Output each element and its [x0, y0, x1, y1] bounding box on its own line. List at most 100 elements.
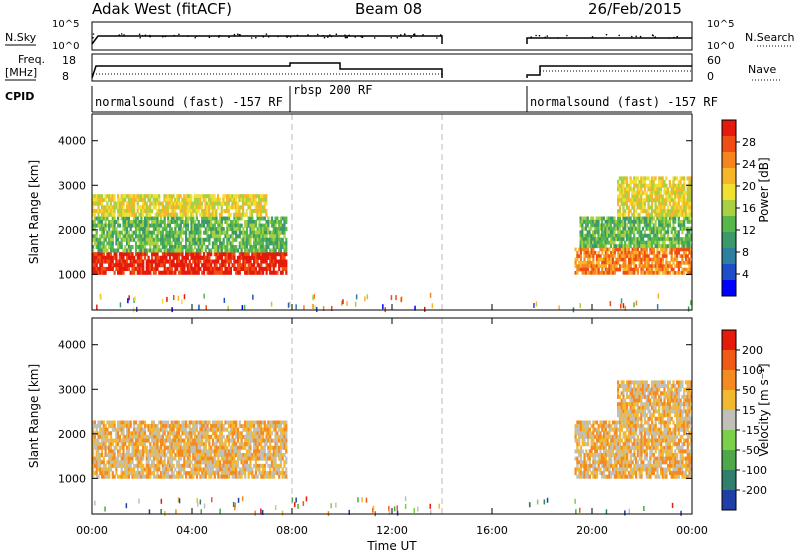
heatmap-cell [228, 234, 231, 239]
heatmap-cell [122, 205, 125, 210]
heatmap-cell [152, 474, 155, 479]
heatmap-cell [152, 259, 155, 264]
heatmap-cell [117, 460, 120, 465]
heatmap-cell [222, 216, 225, 221]
heatmap-cell [238, 456, 241, 461]
heatmap-cell [202, 442, 206, 447]
heatmap-cell [677, 261, 680, 265]
heatmap-cell [681, 209, 684, 214]
heatmap-cell [122, 434, 125, 439]
heatmap-cell [108, 194, 111, 199]
heatmap-cell [679, 212, 682, 217]
heatmap-cell [140, 245, 143, 249]
heatmap-cell [158, 270, 161, 275]
heatmap-cell [99, 209, 102, 214]
cpid-segment-2: rbsp 200 RF [293, 83, 372, 97]
heatmap-cell [163, 259, 166, 264]
heatmap-cell [295, 497, 297, 503]
heatmap-cell [190, 420, 193, 425]
heatmap-cell [629, 254, 632, 258]
heatmap-cell [165, 471, 168, 476]
heatmap-cell [688, 190, 691, 195]
heatmap-cell [279, 420, 282, 425]
heatmap-cell [160, 241, 163, 246]
heatmap-cell [263, 223, 266, 228]
heatmap-cell [161, 270, 164, 275]
heatmap-cell [211, 427, 215, 432]
heatmap-cell [168, 248, 172, 253]
heatmap-cell [109, 205, 113, 210]
heatmap-cell [260, 420, 263, 425]
heatmap-cell [634, 198, 638, 203]
heatmap-cell [176, 263, 179, 268]
heatmap-cell [647, 233, 650, 238]
heatmap-cell [147, 212, 150, 217]
heatmap-cell [108, 474, 111, 479]
heatmap-cell [154, 255, 157, 260]
heatmap-cell [627, 212, 630, 217]
heatmap-cell [102, 460, 105, 465]
heatmap-cell [258, 201, 261, 206]
heatmap-cell [93, 438, 96, 443]
heatmap-cell [635, 257, 638, 262]
heatmap-cell [194, 449, 197, 454]
heatmap-cell [220, 241, 223, 246]
heatmap-cell [179, 474, 182, 479]
heatmap-cell [238, 212, 241, 217]
heatmap-cell [611, 216, 614, 221]
heatmap-cell [677, 251, 680, 255]
heatmap-cell [145, 252, 148, 257]
heatmap-cell [683, 180, 686, 184]
noise-search-dot [144, 34, 147, 36]
heatmap-cell [231, 241, 234, 246]
heatmap-cell [117, 216, 120, 221]
freq-trace-2 [526, 65, 692, 78]
heatmap-cell [683, 226, 686, 231]
heatmap-cell [170, 424, 173, 429]
heatmap-cell [272, 445, 275, 450]
heatmap-cell [156, 248, 159, 253]
heatmap-cell [688, 201, 691, 206]
heatmap-cell [97, 212, 100, 217]
heatmap-cell [192, 248, 195, 253]
heatmap-cell [183, 220, 186, 224]
heatmap-cell [102, 427, 105, 432]
heatmap-cell [161, 460, 164, 465]
heatmap-cell [142, 453, 145, 457]
heatmap-cell [274, 434, 277, 439]
heatmap-cell [684, 251, 688, 255]
heatmap-cell [133, 209, 136, 214]
heatmap-cell [208, 467, 211, 472]
heatmap-cell [165, 453, 168, 457]
heatmap-cell [688, 216, 691, 221]
heatmap-cell [226, 460, 229, 465]
heatmap-cell [668, 198, 671, 203]
heatmap-cell [656, 216, 659, 221]
heatmap-cell [217, 227, 220, 232]
heatmap-cell [256, 445, 259, 450]
heatmap-cell [95, 463, 98, 468]
heatmap-cell [597, 271, 600, 275]
heatmap-cell [117, 237, 120, 242]
heatmap-cell [265, 194, 268, 199]
heatmap-cell [586, 233, 589, 238]
heatmap-cell [117, 245, 120, 249]
heatmap-cell [183, 467, 186, 472]
heatmap-cell [263, 442, 266, 447]
heatmap-cell [190, 438, 193, 443]
heatmap-cell [197, 434, 200, 439]
heatmap-cell [183, 194, 186, 199]
heatmap-cell [681, 257, 684, 262]
heatmap-cell [658, 267, 661, 272]
heatmap-cell [183, 266, 186, 271]
heatmap-cell [201, 467, 204, 472]
heatmap-cell [211, 223, 215, 228]
heatmap-cell [188, 234, 191, 239]
heatmap-cell [131, 471, 134, 476]
heatmap-cell [674, 237, 677, 242]
heatmap-cell [622, 271, 625, 275]
heatmap-cell [199, 223, 202, 228]
heatmap-cell [579, 244, 582, 249]
heatmap-cell [226, 449, 229, 454]
